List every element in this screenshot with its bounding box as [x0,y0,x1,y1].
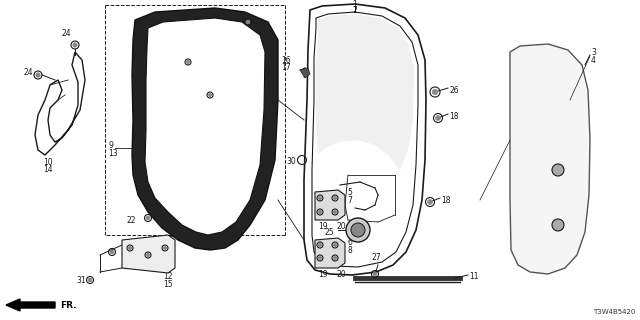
Text: 22: 22 [127,215,136,225]
Text: 27: 27 [371,253,381,262]
Circle shape [110,250,114,254]
Circle shape [73,43,77,47]
Text: 6: 6 [347,238,352,247]
Circle shape [129,246,132,250]
Circle shape [346,218,370,242]
Text: 19: 19 [318,270,328,279]
Circle shape [552,164,564,176]
Text: 23: 23 [252,18,262,27]
Text: 24: 24 [23,68,33,76]
Text: 11: 11 [469,272,479,281]
Text: 29: 29 [228,93,237,102]
Circle shape [333,243,337,247]
Text: 4: 4 [591,55,596,65]
Text: 30: 30 [286,157,296,166]
Text: 15: 15 [163,280,173,289]
Circle shape [318,210,322,214]
Text: T3W4B5420: T3W4B5420 [593,309,635,315]
Polygon shape [132,8,278,250]
Polygon shape [145,18,265,235]
Text: 12: 12 [163,272,173,281]
Text: 21: 21 [183,231,193,240]
Text: 31: 31 [76,276,86,285]
Text: 20: 20 [336,270,346,279]
Text: 25: 25 [324,228,334,237]
Polygon shape [315,238,345,268]
Circle shape [318,243,322,247]
Text: 19: 19 [318,222,328,231]
Circle shape [163,246,166,250]
Text: FR.: FR. [60,300,77,309]
Polygon shape [316,14,414,170]
Circle shape [552,219,564,231]
Text: 2: 2 [353,6,357,15]
Polygon shape [510,44,590,274]
Circle shape [36,73,40,77]
Text: 9: 9 [108,140,113,149]
Polygon shape [315,190,345,220]
Text: 7: 7 [347,196,352,205]
Circle shape [436,116,440,120]
Circle shape [146,216,150,220]
Circle shape [88,278,92,282]
Text: 18: 18 [449,112,458,121]
Polygon shape [300,68,310,78]
Text: 16: 16 [282,56,291,65]
Text: 28: 28 [206,60,216,69]
Text: 10: 10 [43,158,53,167]
Circle shape [373,272,377,276]
Text: 20: 20 [336,222,346,231]
Circle shape [333,210,337,214]
Text: 23—: 23— [220,18,237,27]
Text: 13: 13 [108,148,118,157]
Text: 17: 17 [282,63,291,72]
Text: 3: 3 [591,47,596,57]
Text: 24: 24 [61,29,71,38]
Text: 26: 26 [449,86,459,95]
FancyArrow shape [6,299,55,311]
Text: 14: 14 [43,165,53,174]
Circle shape [246,20,250,24]
Text: 1: 1 [353,0,357,9]
Circle shape [428,200,433,204]
Circle shape [432,89,438,95]
Polygon shape [122,235,175,273]
Text: 5: 5 [347,188,352,197]
Circle shape [351,223,365,237]
Circle shape [209,93,212,97]
Text: 23: 23 [252,20,262,29]
Circle shape [147,253,150,257]
Circle shape [186,60,189,64]
Circle shape [318,196,322,200]
Text: 18: 18 [441,196,451,205]
Circle shape [333,196,337,200]
Circle shape [318,256,322,260]
Circle shape [333,256,337,260]
Text: 8: 8 [347,246,352,255]
